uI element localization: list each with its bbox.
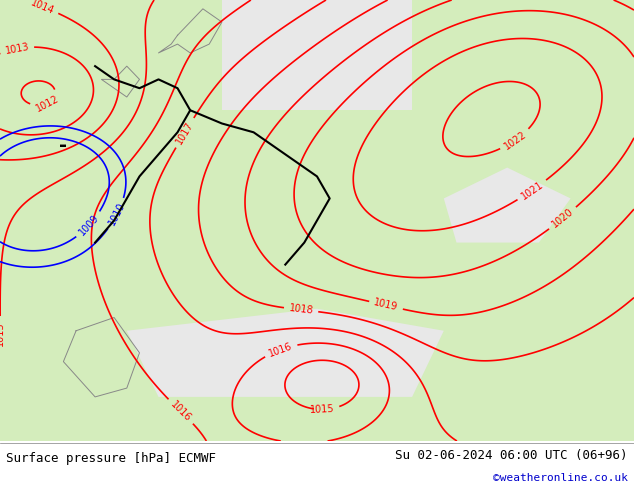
Text: 1016: 1016 — [268, 341, 294, 359]
Text: 1010: 1010 — [107, 201, 127, 227]
Text: 1017: 1017 — [174, 120, 195, 146]
Polygon shape — [444, 168, 571, 243]
Polygon shape — [0, 0, 634, 441]
Text: 1022: 1022 — [502, 129, 528, 151]
Text: ©weatheronline.co.uk: ©weatheronline.co.uk — [493, 473, 628, 483]
Text: 1009: 1009 — [77, 213, 101, 238]
Text: 1018: 1018 — [288, 303, 314, 316]
Text: 1019: 1019 — [373, 298, 399, 313]
Text: 1014: 1014 — [29, 0, 56, 16]
Text: Surface pressure [hPa] ECMWF: Surface pressure [hPa] ECMWF — [6, 452, 216, 465]
Text: 1016: 1016 — [169, 399, 193, 424]
Text: Su 02-06-2024 06:00 UTC (06+96): Su 02-06-2024 06:00 UTC (06+96) — [395, 449, 628, 462]
Text: 1012: 1012 — [34, 93, 60, 113]
Text: 1013: 1013 — [4, 41, 30, 56]
Text: 1020: 1020 — [550, 207, 576, 230]
Text: 1015: 1015 — [310, 404, 335, 415]
Text: -: - — [60, 136, 67, 155]
Polygon shape — [222, 0, 412, 110]
Text: 1021: 1021 — [519, 179, 545, 201]
Polygon shape — [127, 309, 444, 397]
Text: 1015: 1015 — [0, 321, 5, 345]
